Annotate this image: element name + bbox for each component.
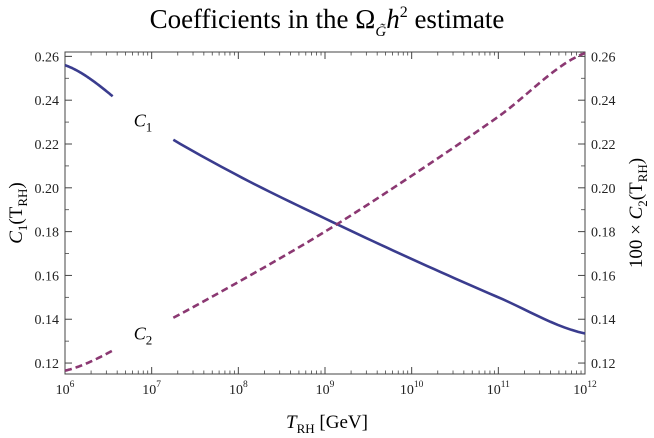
x-axis-ticks: 106 107 108 109 1010 1011 1012 (56, 52, 597, 398)
series-c1-line (64, 63, 114, 98)
y-axis-label-left: C1(TRH) (6, 182, 30, 244)
series-c2-line (172, 51, 586, 319)
chart-title: Coefficients in the ΩG̃h2 estimate (150, 4, 505, 40)
series-c2-label: C2 (134, 324, 153, 348)
y-tick-label-right: 0.18 (591, 226, 616, 241)
x-axis-label: TRH [GeV] (286, 412, 368, 436)
y-tick-label-left: 0.26 (35, 50, 60, 65)
y-tick-label-left: 0.16 (35, 269, 60, 284)
y-axis-label-right: 100 × C2(TRH) (626, 158, 650, 268)
x-tick-label: 106 (56, 380, 75, 398)
y-tick-label-left: 0.22 (35, 138, 60, 153)
y-tick-label-right: 0.20 (591, 182, 616, 197)
y-tick-label-right: 0.16 (591, 269, 616, 284)
y-tick-label-right: 0.26 (591, 50, 616, 65)
series-c2-line (64, 349, 114, 372)
y-tick-label-left: 0.18 (35, 226, 60, 241)
y-tick-label-right: 0.14 (591, 313, 616, 328)
x-tick-label: 1011 (487, 380, 510, 398)
y-tick-label-left: 0.24 (35, 94, 60, 109)
y-tick-label-left: 0.12 (35, 357, 60, 372)
y-tick-label-left: 0.14 (35, 313, 60, 328)
series-c1-label: C1 (134, 111, 153, 135)
y-tick-label-left: 0.20 (35, 182, 60, 197)
x-tick-label: 109 (316, 380, 335, 398)
y-axis-ticks: 0.12 0.12 0.14 0.14 0.16 0.16 0.18 0.18 0.20 0.20… (35, 50, 616, 372)
series-labels: C1 C2 (134, 111, 153, 348)
x-tick-label: 107 (142, 380, 161, 398)
series-c1-line (172, 138, 586, 335)
x-tick-label: 1010 (400, 380, 424, 398)
y-tick-label-right: 0.24 (591, 94, 616, 109)
x-tick-label: 1012 (573, 380, 597, 398)
y-tick-label-right: 0.12 (591, 357, 616, 372)
curves (64, 51, 586, 372)
x-tick-label: 108 (229, 380, 248, 398)
y-tick-label-right: 0.22 (591, 138, 616, 153)
